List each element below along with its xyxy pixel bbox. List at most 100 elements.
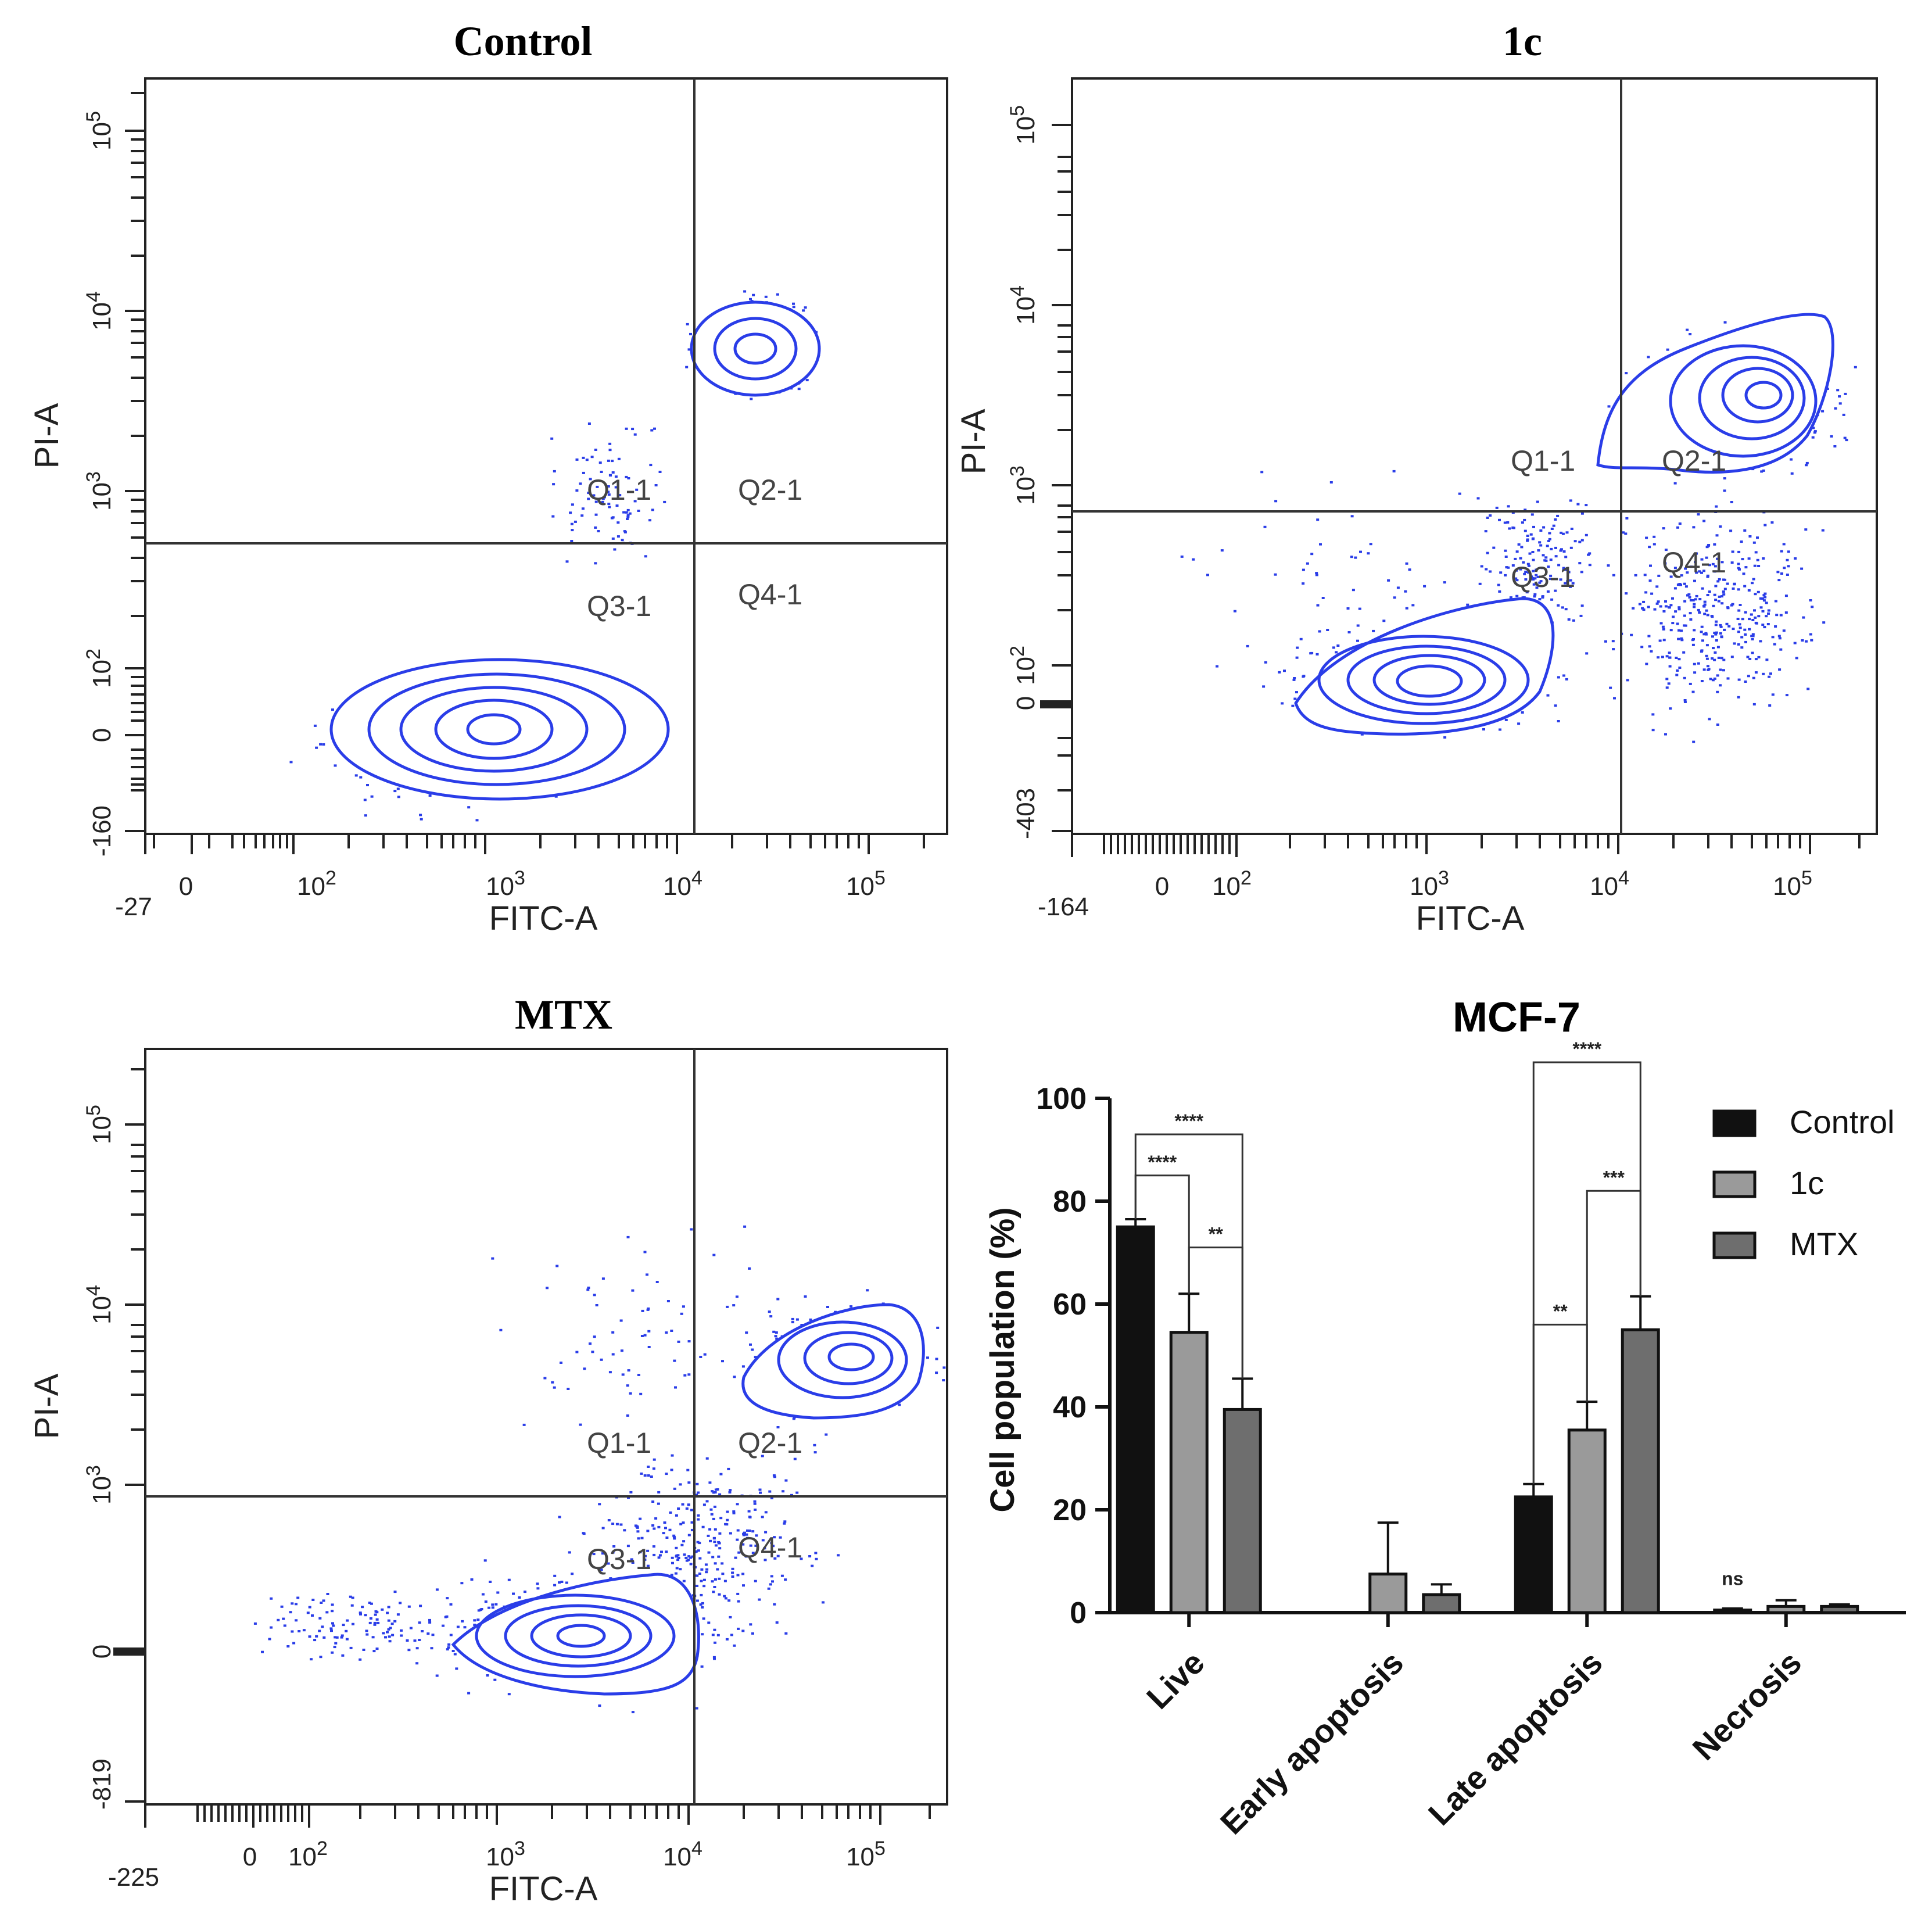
event-dot (687, 348, 691, 351)
event-dot (713, 1657, 716, 1660)
event-dot (700, 1665, 704, 1668)
event-dot (1722, 658, 1726, 661)
event-dot (747, 1510, 751, 1513)
quadrant-q2: Q2-1 (738, 1427, 802, 1459)
event-dot (1834, 407, 1837, 410)
legend-swatch (1712, 1170, 1757, 1198)
event-dot (372, 1650, 376, 1653)
event-dot (726, 1510, 729, 1513)
event-dot (1737, 678, 1741, 681)
event-dot (727, 1599, 731, 1602)
event-dot (1805, 461, 1809, 464)
event-dot (1760, 470, 1763, 473)
significance-label: ** (1209, 1224, 1223, 1245)
event-dot (390, 1623, 394, 1625)
event-dot (714, 1528, 717, 1531)
event-dot (673, 1359, 676, 1362)
event-dot (1683, 701, 1687, 703)
contour-population (1294, 313, 1834, 736)
event-dot (1527, 564, 1530, 567)
event-dot (1548, 538, 1551, 540)
event-dot (587, 422, 591, 425)
event-dot (1780, 572, 1783, 575)
event-dot (743, 1225, 747, 1228)
event-dot (1700, 680, 1704, 682)
significance-label: ** (1553, 1301, 1568, 1321)
event-dot (627, 1369, 630, 1372)
event-dot (589, 1342, 592, 1345)
event-dot (1737, 631, 1740, 633)
event-dot (334, 1642, 338, 1645)
event-dot (1504, 574, 1507, 576)
event-dot (689, 1556, 693, 1559)
event-dot (315, 1635, 318, 1638)
event-dot (1321, 597, 1325, 599)
event-dot (671, 1556, 674, 1559)
event-dot (717, 1541, 721, 1543)
event-dot (291, 1630, 294, 1633)
event-dot (365, 1633, 369, 1636)
event-dot (1565, 531, 1569, 534)
event-dot (1746, 656, 1750, 658)
event-dot (1703, 603, 1707, 606)
event-dot (741, 1629, 745, 1632)
contour-population (329, 300, 821, 801)
event-dot (1762, 599, 1766, 602)
event-dot (714, 1491, 717, 1493)
event-dot (467, 806, 471, 809)
event-dot (518, 1596, 521, 1599)
event-dot (732, 1512, 736, 1514)
event-dot (657, 1556, 661, 1559)
event-dot (470, 1578, 474, 1581)
event-dot (419, 1604, 422, 1607)
event-dot (598, 1704, 601, 1707)
event-dot (580, 514, 584, 517)
event-dot (699, 1356, 702, 1358)
event-dot (734, 1556, 737, 1559)
event-dot (1499, 728, 1501, 731)
event-dot (607, 1562, 610, 1565)
event-dot (1702, 520, 1706, 522)
event-dot (675, 1567, 679, 1570)
event-dot (811, 1564, 814, 1567)
event-dot (809, 1318, 812, 1321)
event-dot (455, 1667, 458, 1670)
event-dot (749, 1544, 752, 1547)
event-dot (707, 1621, 711, 1624)
event-dot (1335, 651, 1338, 654)
event-dot (665, 1473, 668, 1475)
event-dot (1713, 677, 1716, 680)
event-dot (640, 1536, 644, 1539)
event-dot (1644, 591, 1648, 594)
event-dot (626, 1414, 629, 1417)
event-dot (568, 1551, 571, 1554)
event-dot (1705, 644, 1709, 647)
event-dot (1680, 639, 1684, 642)
event-dot (646, 1308, 650, 1311)
event-dot (1664, 605, 1668, 608)
event-dot (1662, 527, 1665, 530)
event-dot (368, 1602, 371, 1604)
event-dot (1632, 607, 1635, 610)
event-dot (716, 1488, 719, 1491)
event-dot (413, 1639, 417, 1642)
event-dot (1662, 610, 1666, 613)
event-dot (1676, 622, 1679, 625)
event-dot (1382, 619, 1386, 622)
event-dot (270, 1626, 273, 1629)
event-dot (387, 1628, 390, 1631)
event-dot (345, 1638, 349, 1641)
event-dot (647, 1474, 650, 1477)
bar (1514, 1495, 1553, 1614)
event-dot (697, 1514, 700, 1517)
event-dot (614, 475, 618, 478)
event-dot (1775, 614, 1779, 617)
event-dot (1762, 557, 1765, 560)
event-dot (1318, 630, 1321, 633)
event-dot (1535, 574, 1538, 576)
event-dot (1569, 546, 1573, 549)
event-dot (1697, 662, 1700, 665)
event-dot (1706, 665, 1709, 668)
event-dot (1759, 597, 1762, 600)
event-dot (473, 1619, 476, 1622)
